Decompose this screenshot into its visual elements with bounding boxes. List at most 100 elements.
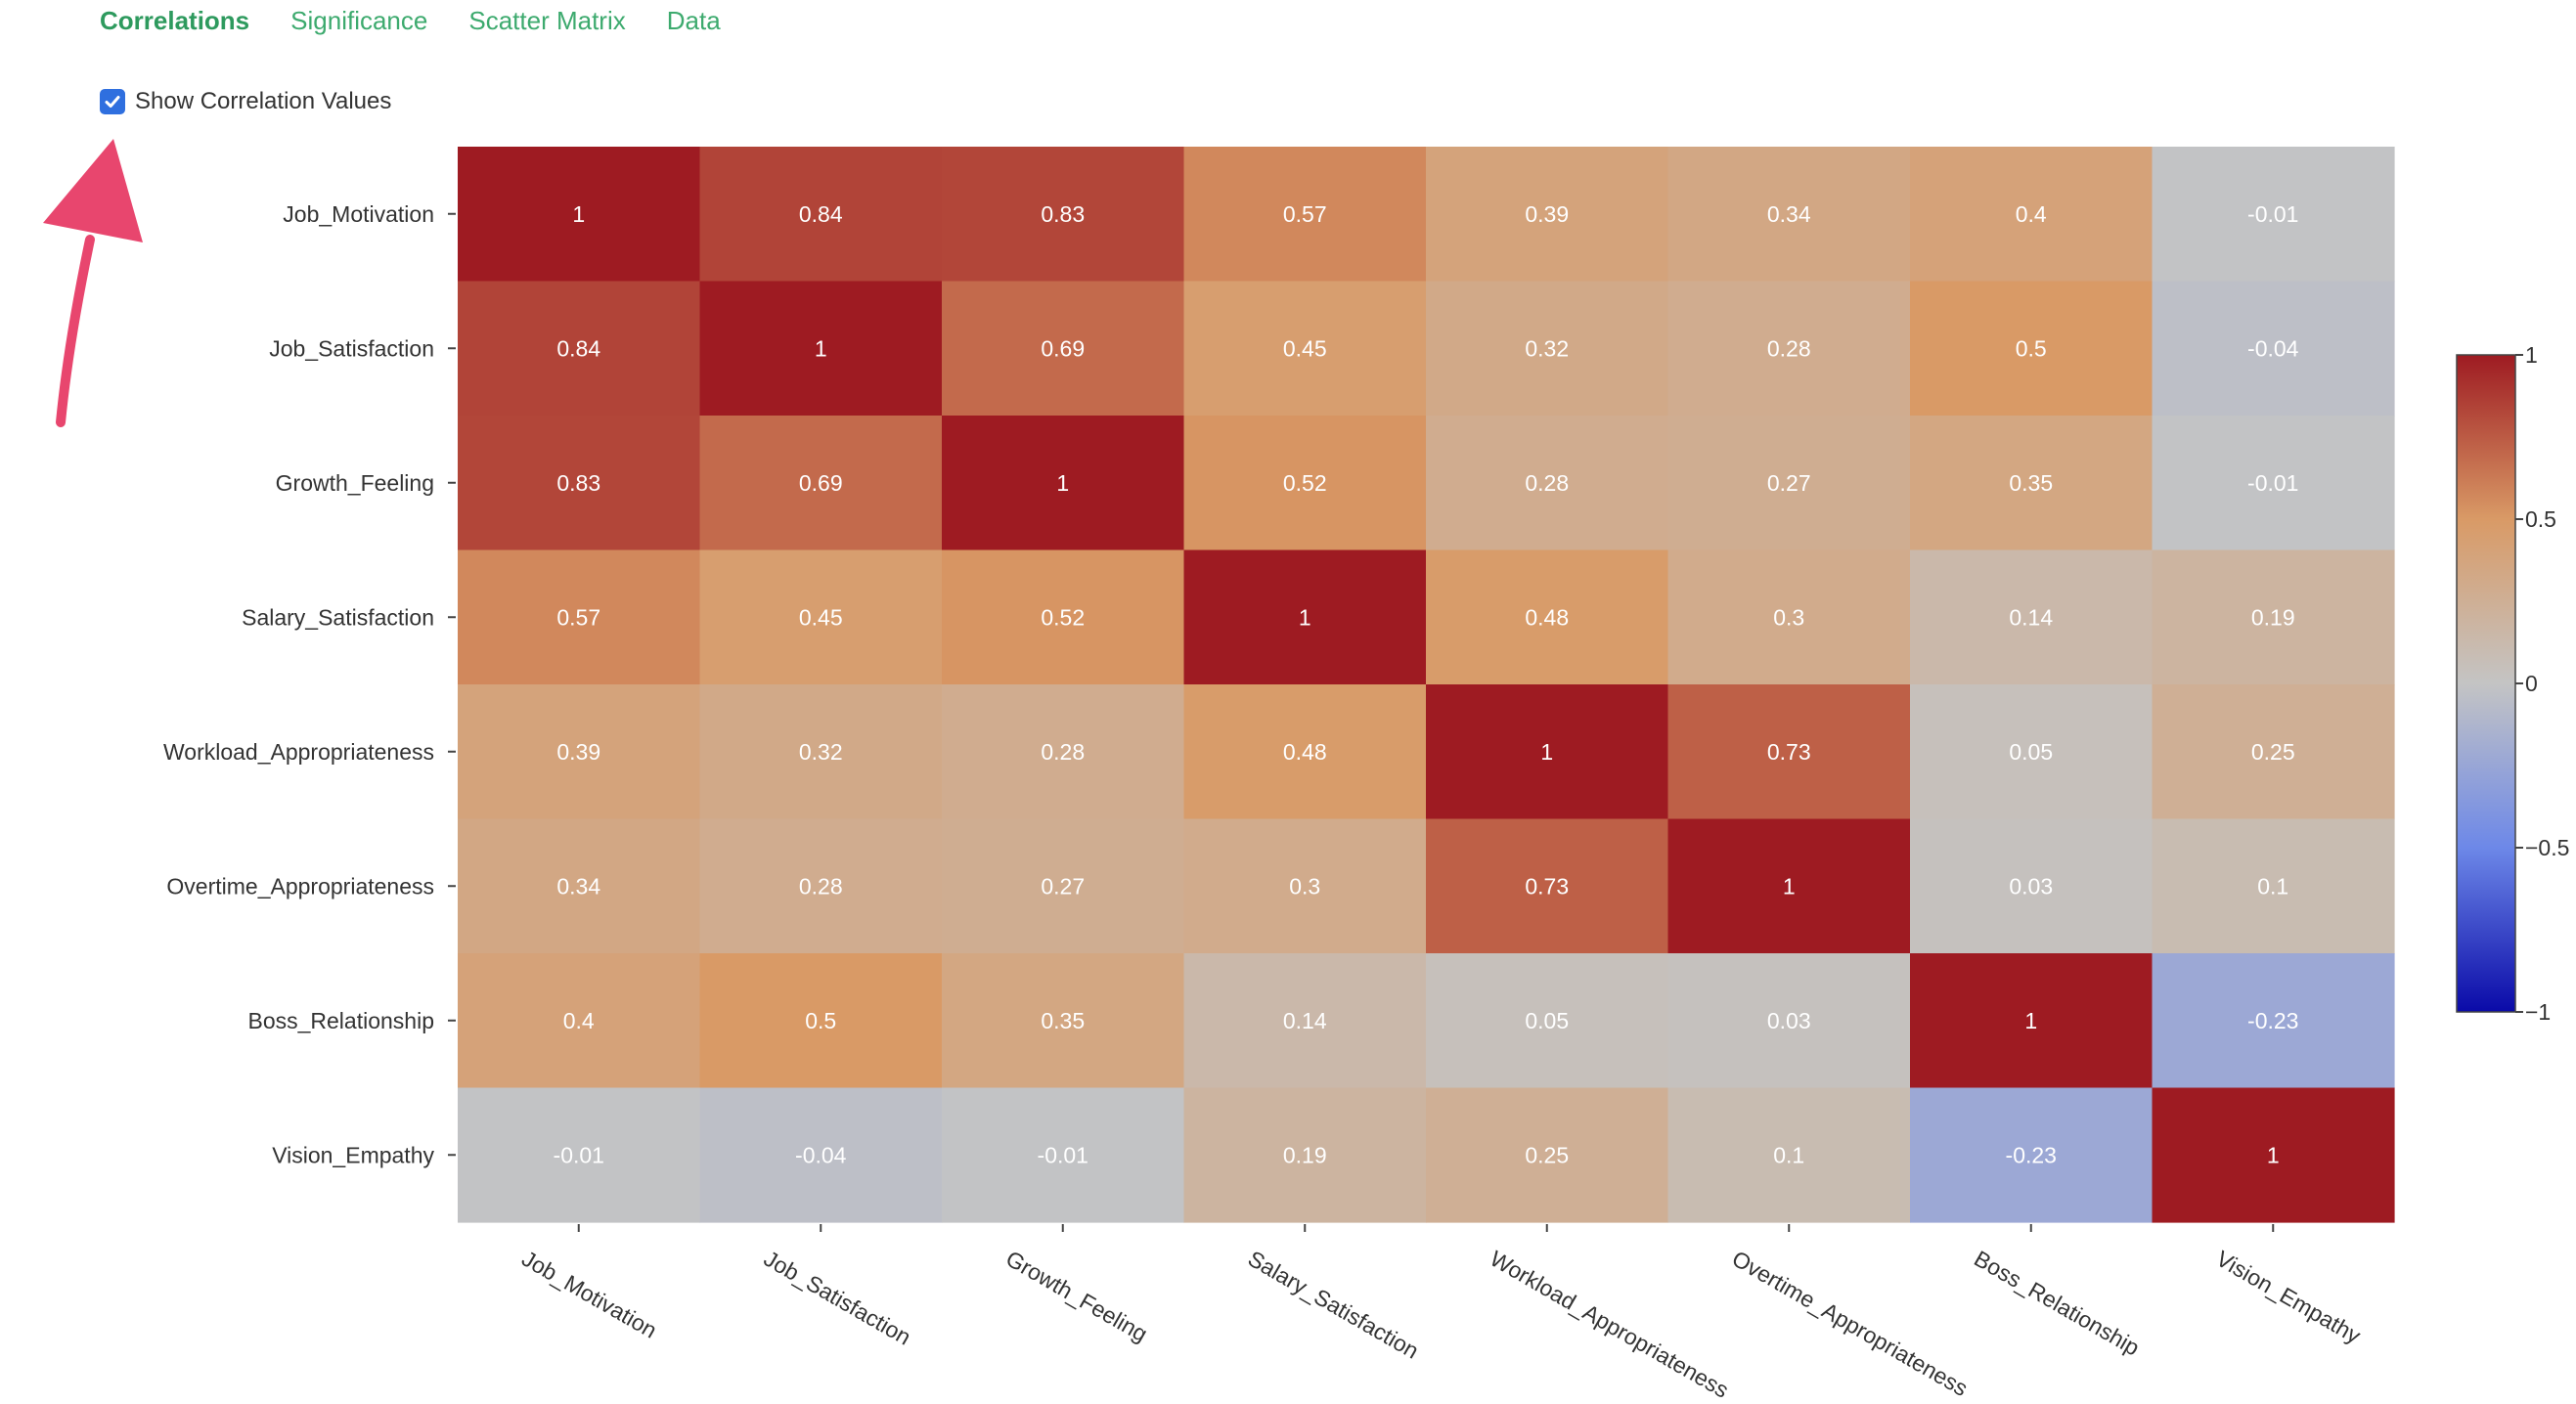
column-label: Growth_Feeling	[1001, 1246, 1152, 1347]
cell-value-label: 0.05	[2009, 739, 2053, 765]
cell-value-label: 0.48	[1525, 604, 1569, 630]
colorbar-tick-label: −0.5	[2525, 835, 2569, 860]
cell-value-label: -0.01	[554, 1142, 604, 1167]
heatmap-cell	[2152, 549, 2395, 685]
cell-value-label: 0.45	[1283, 335, 1327, 361]
heatmap-cell	[699, 147, 943, 283]
heatmap-cell	[942, 549, 1185, 685]
colorbar-tick-label: 0.5	[2525, 506, 2556, 532]
cell-value-label: 0.4	[2016, 201, 2047, 227]
cell-value-label: 0.32	[1525, 335, 1569, 361]
row-label: Overtime_Appropriateness	[166, 873, 434, 899]
checkmark-icon	[105, 96, 120, 108]
cell-value-label: 0.73	[1525, 873, 1569, 899]
cell-value-label: -0.23	[2247, 1008, 2298, 1033]
heatmap-cell	[1183, 818, 1427, 954]
heatmap-cell	[1667, 281, 1911, 417]
row-label: Boss_Relationship	[247, 1008, 434, 1033]
cell-value-label: 0.28	[1525, 470, 1569, 496]
cell-value-label: -0.01	[2247, 201, 2298, 227]
heatmap-cell	[1910, 818, 2154, 954]
row-label: Salary_Satisfaction	[242, 604, 434, 630]
cell-value-label: 1	[1299, 604, 1311, 630]
cell-value-label: 0.35	[2009, 470, 2053, 496]
cell-value-label: 0.69	[1041, 335, 1085, 361]
tab-correlations[interactable]: Correlations	[100, 1, 249, 40]
cell-value-label: -0.04	[2247, 335, 2299, 361]
tab-scatter-matrix[interactable]: Scatter Matrix	[468, 1, 625, 40]
cell-value-label: 0.35	[1041, 1008, 1085, 1033]
cell-value-label: 0.3	[1773, 604, 1804, 630]
row-label: Growth_Feeling	[276, 470, 434, 496]
heatmap-cell	[699, 818, 943, 954]
heatmap-cell	[942, 281, 1185, 417]
heatmap-cell	[1667, 549, 1911, 685]
cell-value-label: 0.25	[1525, 1142, 1569, 1167]
heatmap-cell	[1910, 147, 2154, 283]
heatmap-cell	[942, 147, 1185, 283]
heatmap-cell	[1910, 281, 2154, 417]
cell-value-label: 0.84	[799, 201, 843, 227]
cell-value-label: 1	[1056, 470, 1069, 496]
show-values-checkbox[interactable]	[100, 89, 125, 114]
cell-value-label: 0.14	[2009, 604, 2053, 630]
heatmap-cell	[1667, 818, 1911, 954]
heatmap-cell	[458, 281, 701, 417]
heatmap-cell	[1667, 416, 1911, 551]
heatmap-cell	[458, 549, 701, 685]
heatmap-cell	[1910, 953, 2154, 1089]
cell-value-label: 0.34	[556, 873, 600, 899]
heatmap-cell	[1910, 1087, 2154, 1223]
cell-value-label: 0.03	[1767, 1008, 1811, 1033]
cell-value-label: 0.83	[556, 470, 600, 496]
heatmap-cell	[458, 953, 701, 1089]
heatmap-cell	[1426, 953, 1669, 1089]
heatmap-cell	[1910, 549, 2154, 685]
heatmap-cell	[2152, 684, 2395, 820]
row-label: Job_Motivation	[283, 201, 434, 227]
heatmap-cell	[458, 147, 701, 283]
cell-value-label: 0.84	[556, 335, 600, 361]
row-label: Workload_Appropriateness	[163, 739, 434, 765]
cell-value-label: 0.28	[1767, 335, 1811, 361]
heatmap-cell	[1183, 684, 1427, 820]
heatmap-cell	[2152, 1087, 2395, 1223]
colorbar	[2456, 354, 2516, 1013]
heatmap-cell	[1426, 281, 1669, 417]
cell-value-label: 1	[2267, 1142, 2280, 1167]
cell-value-label: 0.45	[799, 604, 843, 630]
heatmap-cell	[1910, 416, 2154, 551]
cell-value-label: 0.39	[1525, 201, 1569, 227]
heatmap-cell	[1426, 684, 1669, 820]
cell-value-label: 0.28	[1041, 739, 1085, 765]
heatmap-cell	[1667, 1087, 1911, 1223]
tab-data[interactable]: Data	[667, 1, 721, 40]
heatmap-cell	[2152, 147, 2395, 283]
column-label: Overtime_Appropriateness	[1728, 1246, 1973, 1401]
heatmap-cell	[942, 818, 1185, 954]
cell-value-label: -0.04	[795, 1142, 847, 1167]
show-values-option: Show Correlation Values	[100, 88, 391, 115]
heatmap-cell	[1426, 147, 1669, 283]
heatmap-cell	[1426, 549, 1669, 685]
cell-value-label: 0.52	[1041, 604, 1085, 630]
column-label: Salary_Satisfaction	[1244, 1246, 1424, 1364]
heatmap-cell	[458, 684, 701, 820]
row-label: Job_Satisfaction	[269, 335, 434, 361]
cell-value-label: -0.23	[2006, 1142, 2057, 1167]
show-values-label: Show Correlation Values	[135, 88, 392, 114]
cell-value-label: -0.01	[1038, 1142, 1088, 1167]
heatmap-cell	[458, 1087, 701, 1223]
arrow-up-pointer-icon	[43, 139, 143, 427]
heatmap-cell	[458, 818, 701, 954]
tab-significance[interactable]: Significance	[290, 1, 427, 40]
cell-value-label: 0.57	[1283, 201, 1327, 227]
heatmap-cell	[699, 953, 943, 1089]
heatmap-cell	[1426, 1087, 1669, 1223]
column-label: Workload_Appropriateness	[1486, 1246, 1733, 1403]
cell-value-label: 0.03	[2009, 873, 2053, 899]
heatmap-cell	[1667, 147, 1911, 283]
cell-value-label: 0.27	[1041, 873, 1085, 899]
cell-value-label: 0.34	[1767, 201, 1811, 227]
